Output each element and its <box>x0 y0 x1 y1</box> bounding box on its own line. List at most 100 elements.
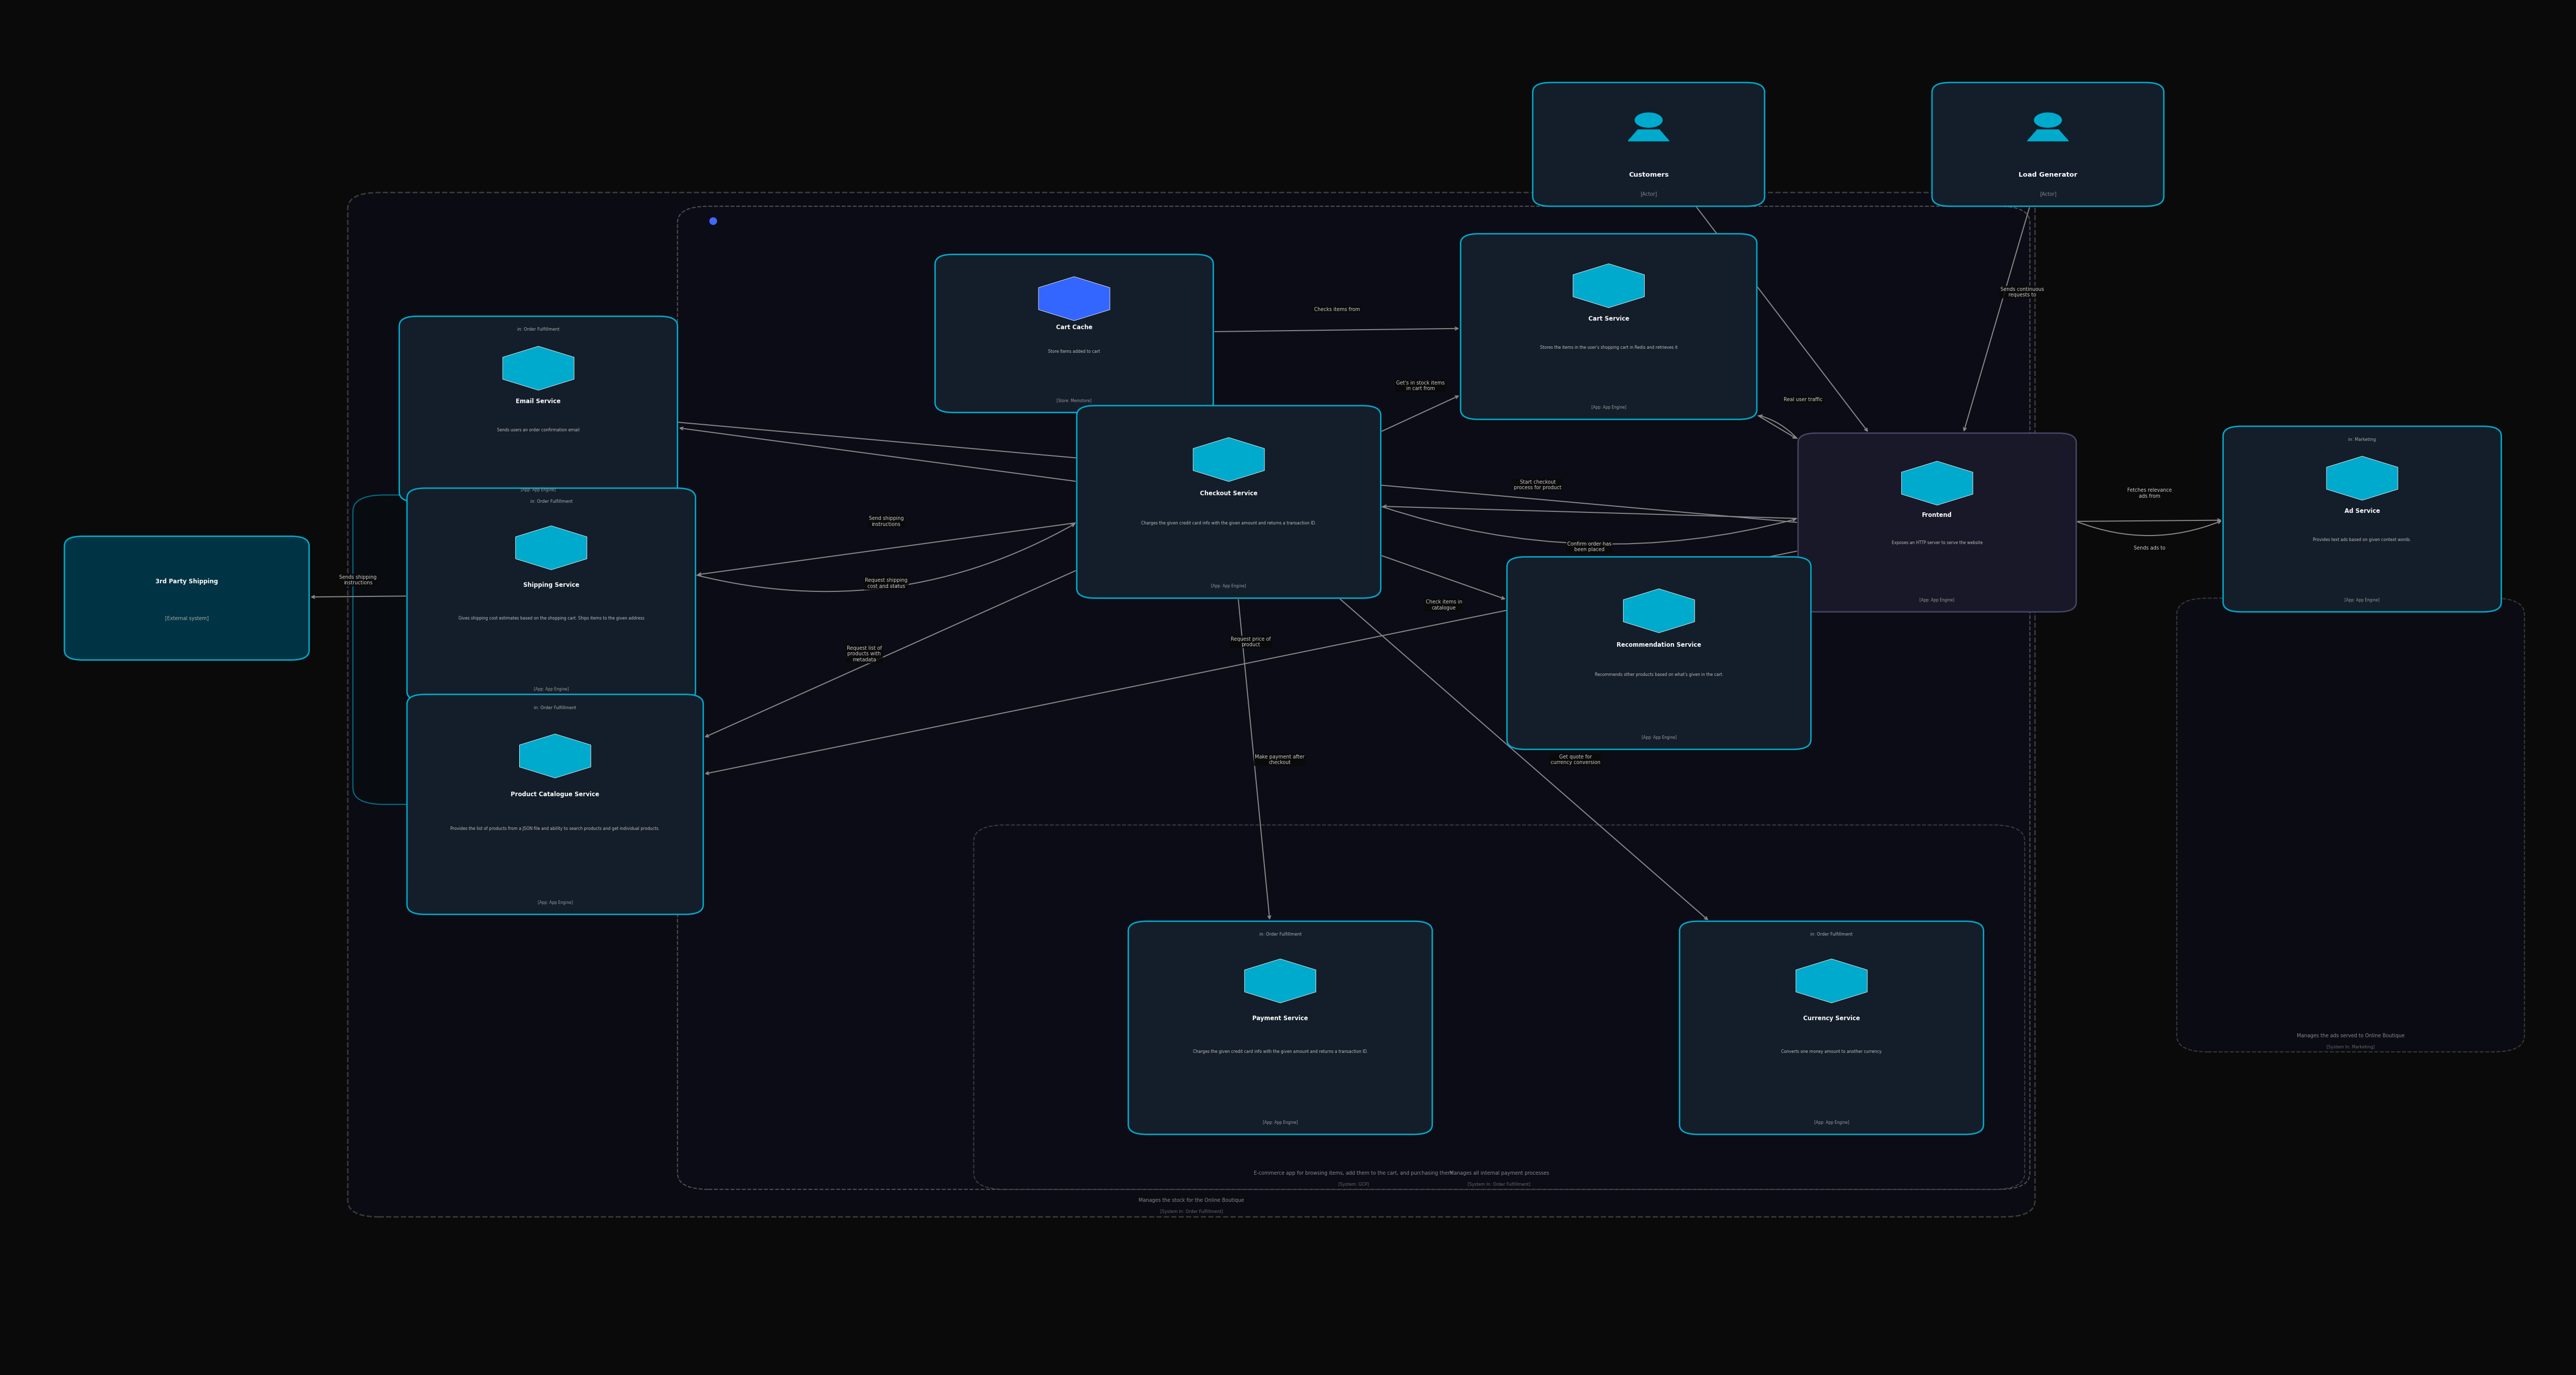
Text: Customers: Customers <box>1628 172 1669 179</box>
FancyBboxPatch shape <box>1128 921 1432 1134</box>
Text: Sends continuous
requests to: Sends continuous requests to <box>2002 287 2045 297</box>
Text: Product Catalogue Service: Product Catalogue Service <box>510 791 600 798</box>
FancyBboxPatch shape <box>974 825 2025 1189</box>
Text: Send shipping
instructions: Send shipping instructions <box>868 516 904 527</box>
Text: [App: App Engine]: [App: App Engine] <box>538 901 572 905</box>
Text: Check items in
catalogue: Check items in catalogue <box>1425 600 1463 611</box>
Text: [App: App Engine]: [App: App Engine] <box>533 688 569 692</box>
Text: [App: App Engine]: [App: App Engine] <box>1641 736 1677 740</box>
Text: [App: App Engine]: [App: App Engine] <box>1592 406 1625 410</box>
Text: Charges the given credit card info with the given amount and returns a transacti: Charges the given credit card info with … <box>1193 1049 1368 1053</box>
Text: [App: App Engine]: [App: App Engine] <box>520 488 556 492</box>
FancyBboxPatch shape <box>1533 82 1765 206</box>
Polygon shape <box>520 734 590 778</box>
Text: Recommends other products based on what's given in the cart.: Recommends other products based on what'… <box>1595 672 1723 676</box>
Text: in: Order Fulfillment: in: Order Fulfillment <box>1811 932 1852 936</box>
FancyBboxPatch shape <box>348 193 2035 1217</box>
Text: Request shipping
cost and status: Request shipping cost and status <box>866 578 907 589</box>
Text: Recommendation Service: Recommendation Service <box>1618 642 1700 648</box>
FancyBboxPatch shape <box>353 495 657 804</box>
Text: Sends ads to: Sends ads to <box>2133 546 2166 551</box>
Text: in: Order Fulfillment: in: Order Fulfillment <box>1260 932 1301 936</box>
Polygon shape <box>1193 437 1265 481</box>
Text: Confirm order has
been placed: Confirm order has been placed <box>1566 542 1613 553</box>
Text: [App: App Engine]: [App: App Engine] <box>1211 584 1247 588</box>
Text: in: Order Fulfillment: in: Order Fulfillment <box>518 327 559 331</box>
Text: [Shipping]: [Shipping] <box>492 785 518 791</box>
Text: Manages the stock for the Online Boutique: Manages the stock for the Online Boutiqu… <box>1139 1198 1244 1203</box>
Text: Charges the given credit card info with the given amount and returns a transacti: Charges the given credit card info with … <box>1141 521 1316 525</box>
Polygon shape <box>2326 457 2398 500</box>
FancyBboxPatch shape <box>1680 921 1984 1134</box>
Text: [Actor]: [Actor] <box>1641 191 1656 197</box>
Text: [System: GCP]: [System: GCP] <box>1340 1182 1368 1187</box>
Text: Shipping Service: Shipping Service <box>523 582 580 589</box>
Text: Fetches relevance
ads from: Fetches relevance ads from <box>2128 488 2172 499</box>
FancyBboxPatch shape <box>1077 406 1381 598</box>
Text: [System In: Marketing]: [System In: Marketing] <box>2326 1045 2375 1049</box>
Text: [App: App Engine]: [App: App Engine] <box>1814 1121 1850 1125</box>
Text: Real user traffic: Real user traffic <box>1783 397 1824 403</box>
Polygon shape <box>1623 589 1695 633</box>
Text: [System In: Order Fulfillment]: [System In: Order Fulfillment] <box>1159 1210 1224 1214</box>
Circle shape <box>2035 113 2061 128</box>
Text: E-commerce app for browsing items, add them to the cart, and purchasing them.: E-commerce app for browsing items, add t… <box>1255 1170 1453 1176</box>
Text: Gives shipping cost estimates based on the shopping cart. Ships items to the giv: Gives shipping cost estimates based on t… <box>459 616 644 620</box>
FancyBboxPatch shape <box>1932 82 2164 206</box>
Text: Payment Service: Payment Service <box>1252 1015 1309 1022</box>
FancyBboxPatch shape <box>64 536 309 660</box>
Text: in: Order Fulfillment: in: Order Fulfillment <box>533 705 577 710</box>
Polygon shape <box>2027 129 2069 142</box>
Text: [App: App Engine]: [App: App Engine] <box>1262 1121 1298 1125</box>
Text: Exposes an HTTP server to serve the website: Exposes an HTTP server to serve the webs… <box>1891 540 1984 544</box>
Polygon shape <box>1795 958 1868 1002</box>
Text: Manages the ads served to Online Boutique: Manages the ads served to Online Boutiqu… <box>2298 1033 2403 1038</box>
Text: Checkout Service: Checkout Service <box>1200 491 1257 496</box>
Text: Sends shipping
instructions: Sends shipping instructions <box>340 575 376 586</box>
Text: Get recommended
items: Get recommended items <box>1834 558 1878 569</box>
FancyBboxPatch shape <box>1461 234 1757 419</box>
Text: Ad Service: Ad Service <box>2344 507 2380 514</box>
FancyBboxPatch shape <box>2223 426 2501 612</box>
Text: Request price of
product: Request price of product <box>1231 637 1270 648</box>
Text: Load Generator: Load Generator <box>2020 172 2076 179</box>
Circle shape <box>1636 113 1662 128</box>
Text: 3rd Party Shipping: 3rd Party Shipping <box>155 579 219 584</box>
Text: Request list of
products with
metadata: Request list of products with metadata <box>848 646 881 663</box>
Text: Cart Service: Cart Service <box>1589 315 1628 322</box>
Text: [System In: Order Fulfillment]: [System In: Order Fulfillment] <box>1468 1182 1530 1187</box>
Text: in: Marketing: in: Marketing <box>2349 437 2375 441</box>
Text: Get quote for
currency conversion: Get quote for currency conversion <box>1551 755 1600 765</box>
Text: [External system]: [External system] <box>165 616 209 622</box>
Text: [Actor]: [Actor] <box>2040 191 2056 197</box>
Text: Stores the items in the user's shopping cart in Redis and retrieves it: Stores the items in the user's shopping … <box>1540 345 1677 349</box>
Text: [App: App Engine]: [App: App Engine] <box>2344 598 2380 602</box>
FancyBboxPatch shape <box>935 254 1213 412</box>
Text: in: Order Fulfillment: in: Order Fulfillment <box>531 499 572 503</box>
Polygon shape <box>502 347 574 390</box>
Text: [App: App Engine]: [App: App Engine] <box>1919 598 1955 602</box>
Text: Store Items added to cart: Store Items added to cart <box>1048 349 1100 353</box>
FancyBboxPatch shape <box>677 206 2030 1189</box>
Text: Frontend: Frontend <box>1922 512 1953 518</box>
FancyBboxPatch shape <box>399 316 677 502</box>
Text: Checks items from: Checks items from <box>1314 307 1360 312</box>
FancyBboxPatch shape <box>1507 557 1811 749</box>
Text: ⬤: ⬤ <box>708 217 716 226</box>
Polygon shape <box>1628 129 1669 142</box>
Text: Currency Service: Currency Service <box>1803 1015 1860 1022</box>
Polygon shape <box>1901 461 1973 505</box>
FancyBboxPatch shape <box>1798 433 2076 612</box>
FancyBboxPatch shape <box>407 488 696 701</box>
Text: Start checkout
process for product: Start checkout process for product <box>1515 480 1561 491</box>
Text: Cart Cache: Cart Cache <box>1056 324 1092 330</box>
Text: Provides the list of products from a JSON file and ability to search products an: Provides the list of products from a JSO… <box>451 826 659 830</box>
Text: [Store: Memstore]: [Store: Memstore] <box>1056 399 1092 403</box>
Polygon shape <box>1574 264 1643 308</box>
Polygon shape <box>1244 958 1316 1002</box>
Text: Converts one money amount to another currency.: Converts one money amount to another cur… <box>1780 1049 1883 1053</box>
FancyBboxPatch shape <box>407 694 703 914</box>
Text: Make payment after
checkout: Make payment after checkout <box>1255 755 1303 765</box>
FancyBboxPatch shape <box>2177 598 2524 1052</box>
Text: Request Item
quantity: Request Item quantity <box>1801 450 1832 461</box>
